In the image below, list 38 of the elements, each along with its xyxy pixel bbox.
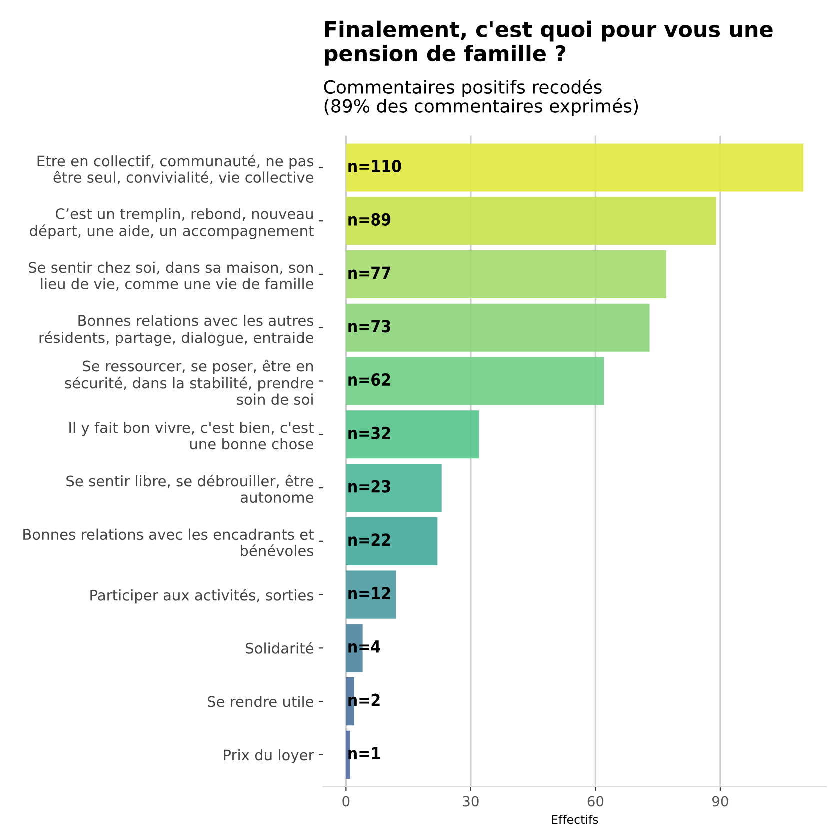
x-tick-label: 90 — [712, 796, 728, 807]
bar — [346, 357, 604, 406]
y-tick-label: C’est un tremplin, rebond, nouveau départ, une aide, un accompagnement — [30, 208, 314, 240]
y-tick-label: Se rendre utile — [208, 696, 314, 708]
y-tick-label: Etre en collectif, communauté, ne pas être seul, convivialité, vie collective — [38, 154, 314, 185]
x-tick-label: 30 — [463, 796, 479, 807]
bar — [346, 197, 716, 246]
y-tick-label: Solidarité — [246, 642, 314, 654]
bar — [346, 250, 666, 299]
bar — [346, 464, 442, 512]
x-tick-label: 60 — [588, 796, 604, 807]
data-label: n=23 — [348, 480, 390, 493]
data-label: n=32 — [348, 426, 390, 440]
bar — [346, 410, 480, 459]
bar — [346, 144, 804, 192]
chart-subtitle: Commentaires positifs recodés (89% des commentaires exprimés) — [324, 79, 638, 116]
bar — [346, 517, 438, 566]
bar — [346, 730, 350, 779]
data-label: n=77 — [348, 266, 390, 280]
chart-title: Finalement, c'est quoi pour vous une pension de famille ? — [325, 20, 773, 66]
data-label: n=73 — [348, 320, 390, 333]
bar — [346, 570, 396, 619]
data-label: n=110 — [348, 160, 402, 173]
y-tick-label: Participer aux activités, sorties — [90, 588, 314, 604]
data-label: n=22 — [348, 534, 390, 546]
x-axis-title: Effectifs — [552, 815, 598, 824]
y-tick-label: Se sentir libre, se débrouiller, être autonome — [66, 474, 314, 504]
y-tick-label: Prix du loyer — [224, 749, 314, 764]
bar — [346, 304, 650, 352]
y-tick-label: Se ressourcer, se poser, être en sécurité, dans la stabilité, prendre soin de soi — [65, 360, 314, 406]
y-tick-label: Il y fait bon vivre, c'est bien, c'est une bonne chose — [70, 422, 314, 450]
y-tick-label: Se sentir chez soi, dans sa maison, son lieu de vie, comme une vie de famille — [28, 262, 314, 291]
data-label: n=12 — [348, 587, 390, 600]
y-tick-label: Bonnes relations avec les encadrants et bénévoles — [24, 528, 314, 556]
data-label: n=89 — [348, 213, 391, 226]
x-tick-label: 0 — [342, 796, 350, 807]
y-tick-label: Bonnes relations avec les autres résidents, partage, dialogue, entraide — [40, 314, 314, 346]
data-label: n=62 — [348, 373, 390, 386]
